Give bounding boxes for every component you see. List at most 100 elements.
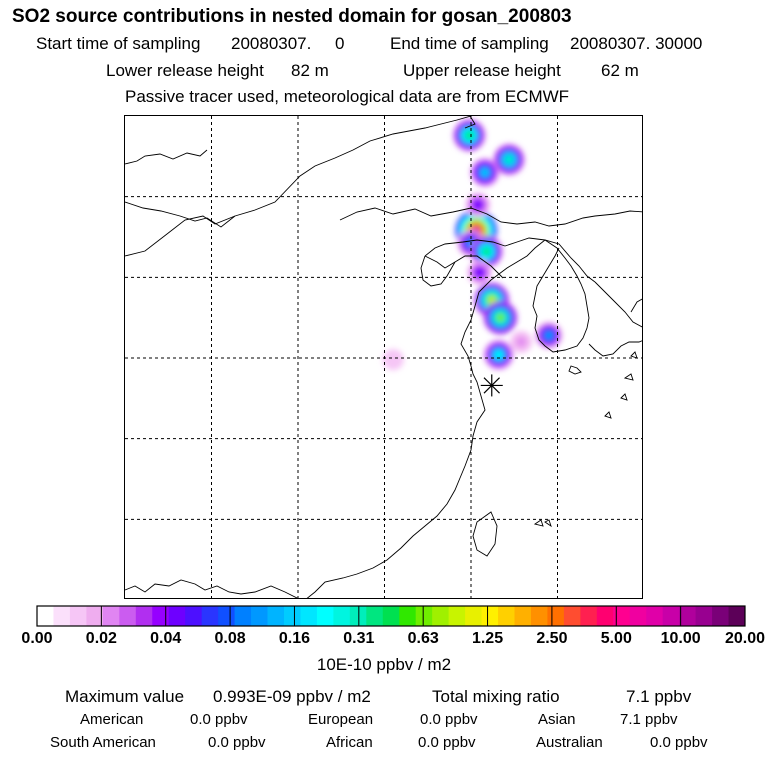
- colorbar-swatch: [283, 606, 301, 626]
- border-line: [594, 281, 642, 328]
- border-line: [424, 255, 504, 279]
- colorbar-swatch: [728, 606, 746, 626]
- start-time-value: 20080307. 0: [231, 34, 345, 53]
- border-line: [125, 201, 236, 228]
- border-line: [630, 298, 642, 313]
- colorbar-swatch: [432, 606, 450, 626]
- colorbar-swatch: [448, 606, 466, 626]
- concentration-cell: [389, 355, 398, 364]
- american-value: 0.0 ppbv: [190, 711, 248, 728]
- end-time-value: 20080307. 30000: [570, 34, 703, 53]
- border-line: [568, 365, 582, 375]
- colorbar-swatch: [712, 606, 730, 626]
- australian-value: 0.0 ppbv: [650, 734, 708, 751]
- map-svg: [125, 116, 642, 598]
- colorbar: [36, 605, 746, 627]
- border-line: [472, 511, 498, 557]
- border-line: [125, 149, 208, 165]
- colorbar-swatch: [514, 606, 532, 626]
- colorbar-swatch: [102, 606, 120, 626]
- border-line: [464, 116, 476, 129]
- colorbar-tick-label: 5.00: [600, 630, 632, 647]
- total-mixing-value: 7.1 ppbv: [626, 687, 692, 706]
- colorbar-swatch: [185, 606, 203, 626]
- lower-height-label: Lower release height: [106, 61, 264, 80]
- border-line: [420, 255, 456, 287]
- border-line: [604, 351, 638, 419]
- max-value-label: Maximum value: [65, 687, 185, 706]
- colorbar-tick-label: 0.04: [150, 630, 182, 647]
- colorbar-tick-label: 20.00: [724, 630, 766, 647]
- colorbar-swatch: [168, 606, 186, 626]
- border-line: [533, 519, 552, 528]
- colorbar-tick-label: 10.00: [660, 630, 701, 647]
- colorbar-swatch: [498, 606, 515, 626]
- south-american-label: South American: [50, 734, 156, 751]
- colorbar-swatch: [530, 606, 548, 626]
- colorbar-swatch: [695, 606, 713, 626]
- concentration-cell: [473, 200, 482, 209]
- concentration-cell: [475, 268, 484, 277]
- colorbar-swatch: [547, 606, 565, 626]
- concentration-cell: [505, 155, 514, 164]
- map-panel: [124, 115, 643, 599]
- colorbar-tick-label: 0.02: [85, 630, 117, 647]
- border-line: [588, 340, 642, 357]
- end-time-label: End time of sampling: [390, 34, 549, 53]
- colorbar-swatch: [465, 606, 483, 626]
- concentration-field: [382, 119, 563, 371]
- border-line: [424, 239, 506, 257]
- african-value: 0.0 ppbv: [418, 734, 476, 751]
- colorbar-swatch: [119, 606, 137, 626]
- european-label: European: [308, 711, 374, 728]
- south-american-value: 0.0 ppbv: [208, 734, 266, 751]
- colorbar-swatch: [218, 606, 236, 626]
- colorbar-tick-label: 0.00: [21, 630, 53, 647]
- colorbar-swatch: [382, 606, 400, 626]
- border-line: [125, 579, 299, 598]
- concentration-cell: [544, 331, 553, 340]
- start-time-label: Start time of sampling: [36, 34, 201, 53]
- colorbar-swatch: [679, 606, 697, 626]
- european-value: 0.0 ppbv: [420, 711, 478, 728]
- colorbar-tick-label: 0.31: [343, 630, 375, 647]
- concentration-cell: [482, 247, 491, 256]
- african-label: African: [326, 734, 373, 751]
- concentration-cell: [480, 168, 489, 177]
- asian-label: Asian: [538, 711, 576, 728]
- colorbar-tick-label: 0.63: [407, 630, 439, 647]
- colorbar-tick-label: 1.25: [471, 630, 504, 647]
- colorbar-swatch: [366, 606, 384, 626]
- colorbar-swatch: [37, 606, 54, 626]
- border-line: [339, 207, 642, 227]
- border-line: [504, 237, 596, 283]
- colorbar-swatch: [201, 606, 219, 626]
- colorbar-swatch: [580, 606, 598, 626]
- upper-height-value: 62 m: [601, 61, 639, 80]
- border-line: [306, 239, 546, 598]
- border-line: [532, 239, 590, 353]
- concentration-cell: [494, 350, 503, 359]
- colorbar-swatch: [596, 606, 614, 626]
- asian-value: 7.1 ppbv: [620, 711, 678, 728]
- colorbar-swatch: [251, 606, 269, 626]
- colorbar-swatch: [234, 606, 252, 626]
- colorbar-swatch: [563, 606, 581, 626]
- colorbar-tick-label: 0.16: [278, 630, 311, 647]
- colorbar-swatch: [613, 606, 631, 626]
- receptor-marker: [480, 374, 503, 397]
- lower-height-value: 82 m: [291, 61, 329, 80]
- grid-lines: [125, 116, 642, 598]
- australian-label: Australian: [536, 734, 603, 751]
- colorbar-swatch: [481, 606, 499, 626]
- concentration-cell: [496, 313, 505, 322]
- concentration-cell: [487, 295, 496, 304]
- colorbar-swatch: [69, 606, 87, 626]
- colorbar-swatch: [316, 606, 334, 626]
- colorbar-swatch: [415, 606, 433, 626]
- colorbar-units: 10E-10 ppbv / m2: [316, 655, 452, 674]
- colorbar-swatch: [267, 606, 285, 626]
- max-value: 0.993E-09 ppbv / m2: [213, 687, 371, 706]
- concentration-cell: [465, 131, 474, 140]
- american-label: American: [80, 711, 144, 728]
